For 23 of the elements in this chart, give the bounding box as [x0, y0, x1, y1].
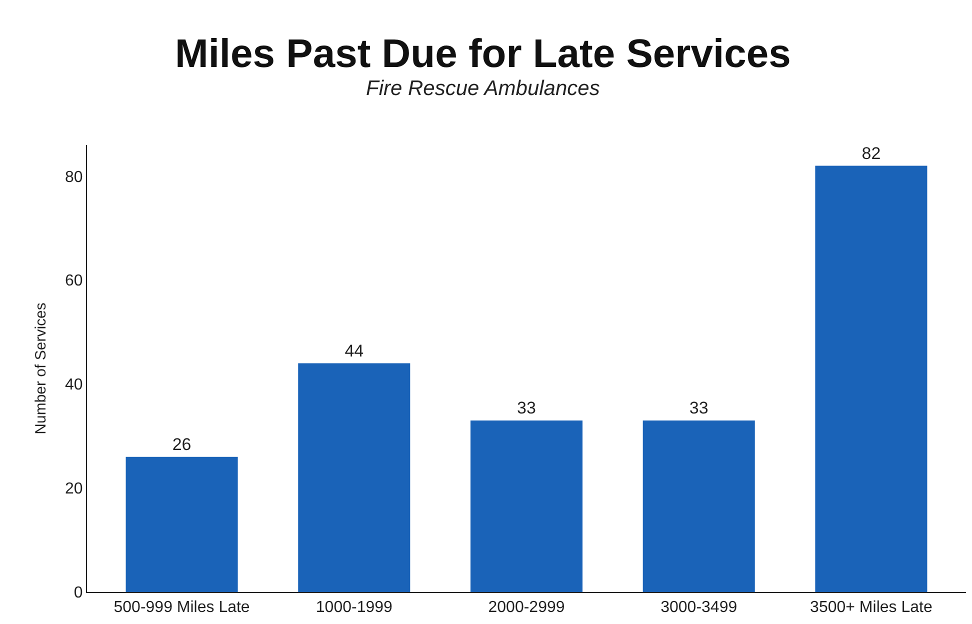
- bar: [298, 363, 410, 592]
- data-label: 44: [344, 341, 364, 360]
- x-tick-label: 2000-2999: [488, 599, 565, 616]
- y-tick-label: 20: [65, 480, 83, 498]
- chart-subtitle: Fire Rescue Ambulances: [366, 77, 600, 100]
- x-tick-label: 3500+ Miles Late: [810, 599, 932, 616]
- x-tick-label: 1000-1999: [316, 599, 393, 616]
- bar: [126, 456, 238, 592]
- data-label: 33: [689, 398, 708, 418]
- y-tick-label: 0: [74, 584, 83, 602]
- y-tick-label: 80: [65, 168, 83, 186]
- data-label: 33: [517, 398, 536, 418]
- y-tick-label: 40: [65, 376, 83, 394]
- y-axis-title: Number of Services: [32, 302, 50, 434]
- bar: [642, 420, 755, 592]
- data-label: 82: [862, 144, 881, 163]
- x-tick-label: 3000-3499: [660, 599, 738, 616]
- y-tick-label: 60: [65, 272, 83, 290]
- bar: [815, 166, 928, 592]
- data-label: 26: [172, 434, 192, 454]
- bar: [470, 420, 583, 592]
- x-tick-label: 500-999 Miles Late: [114, 599, 250, 616]
- chart-title: Miles Past Due for Late Services: [175, 32, 791, 76]
